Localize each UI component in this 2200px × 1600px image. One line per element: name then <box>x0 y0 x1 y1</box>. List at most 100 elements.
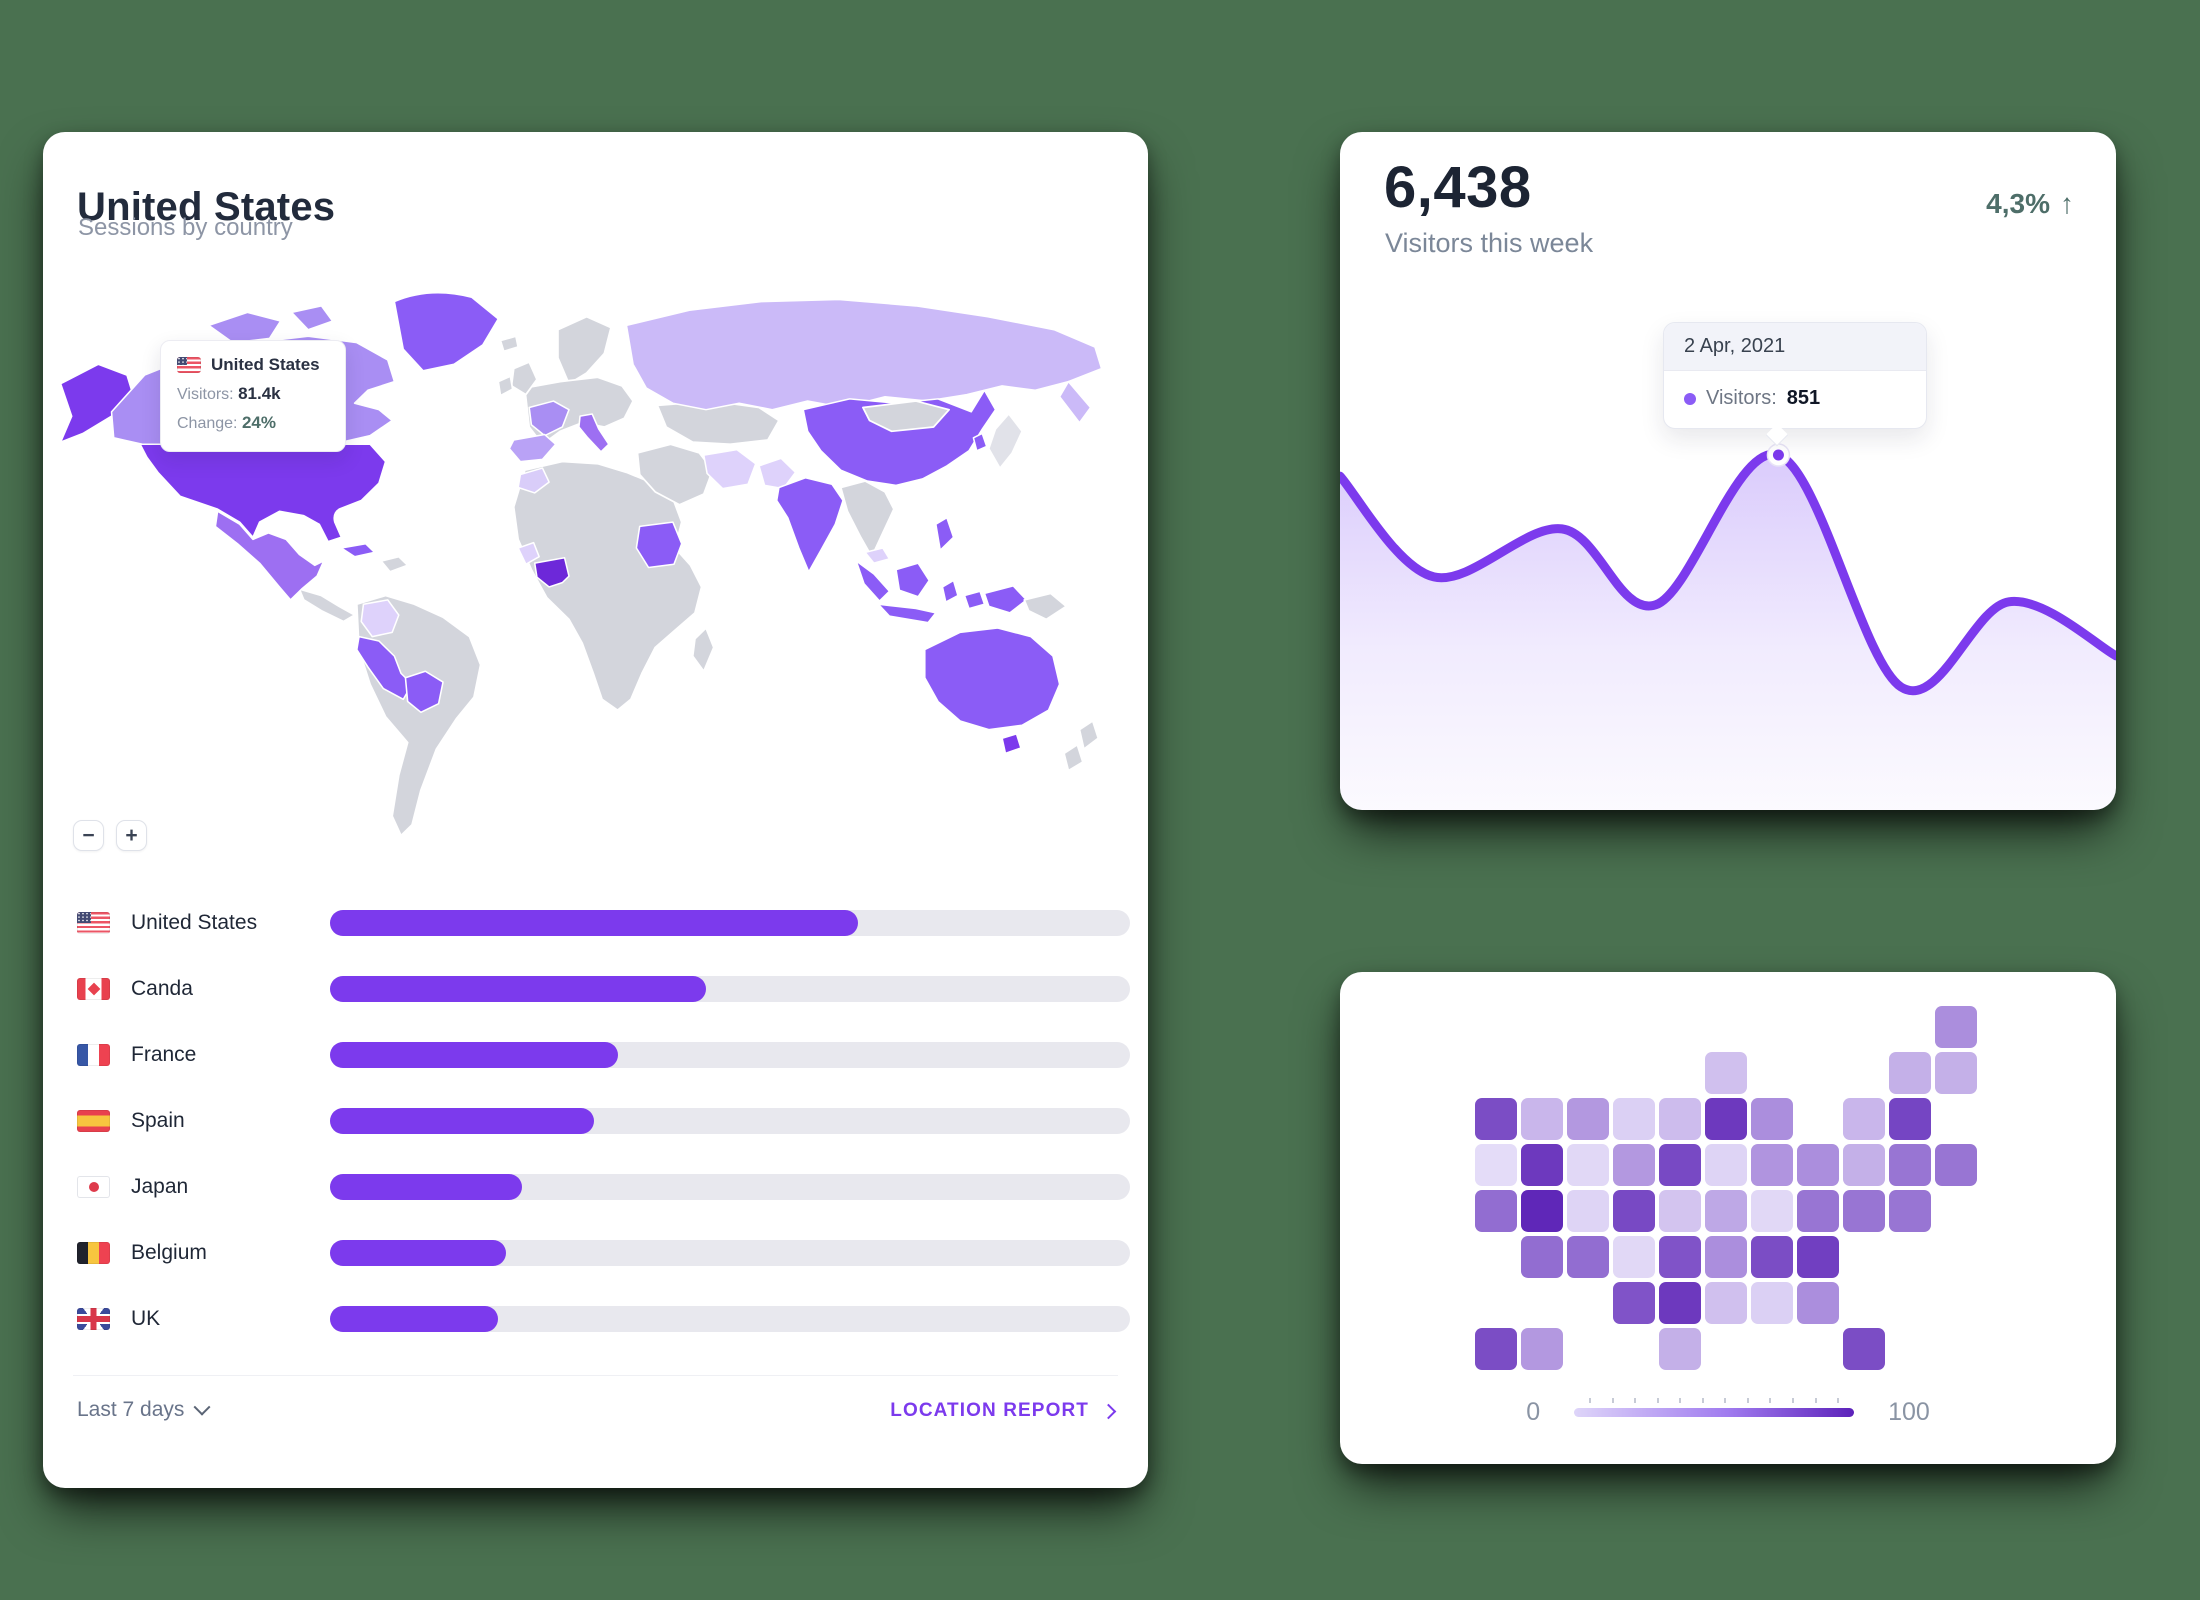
state-tile-WV[interactable] <box>1751 1190 1793 1232</box>
state-tile-OR[interactable] <box>1475 1144 1517 1186</box>
state-tile-HI[interactable] <box>1475 1328 1517 1370</box>
state-tile-NV[interactable] <box>1521 1144 1563 1186</box>
state-tile-MN[interactable] <box>1659 1098 1701 1140</box>
map-region-se-asia[interactable] <box>839 480 895 558</box>
map-country-france[interactable] <box>528 400 570 437</box>
state-tile-ND[interactable] <box>1613 1098 1655 1140</box>
state-tile-UT[interactable] <box>1521 1190 1563 1232</box>
state-tile-MD[interactable] <box>1843 1190 1885 1232</box>
map-country-australia[interactable] <box>924 627 1061 731</box>
map-country-spain[interactable] <box>508 433 557 463</box>
visitors-area-chart[interactable] <box>1340 439 2116 810</box>
map-region-central-america[interactable] <box>298 588 356 623</box>
date-range-dropdown[interactable]: Last 7 days <box>77 1398 211 1422</box>
map-region-madagascar[interactable] <box>691 627 715 673</box>
map-country-greenland[interactable] <box>393 292 500 372</box>
state-tile-MO[interactable] <box>1659 1190 1701 1232</box>
state-tile-NC[interactable] <box>1751 1236 1793 1278</box>
map-region-iceland[interactable] <box>499 335 520 353</box>
map-country-mexico[interactable] <box>214 510 325 601</box>
map-country-ivory-coast-ghana[interactable] <box>533 557 570 588</box>
state-tile-AL[interactable] <box>1751 1282 1793 1324</box>
state-tile-KY[interactable] <box>1705 1190 1747 1232</box>
state-tile-MA[interactable] <box>1889 1098 1931 1140</box>
state-tile-TX[interactable] <box>1659 1328 1701 1370</box>
map-country-china[interactable] <box>802 389 997 487</box>
map-country-philippines[interactable] <box>935 517 955 551</box>
map-country-malaysia[interactable] <box>864 547 891 564</box>
state-tile-CT[interactable] <box>1889 1144 1931 1186</box>
map-region-ireland[interactable] <box>497 375 514 397</box>
state-tile-WY[interactable] <box>1567 1144 1609 1186</box>
state-tile-VA[interactable] <box>1797 1190 1839 1232</box>
state-tile-NE[interactable] <box>1613 1190 1655 1232</box>
map-region-papua-east[interactable] <box>1023 592 1068 621</box>
tooltip-country: United States <box>211 355 320 374</box>
state-tile-KS[interactable] <box>1613 1236 1655 1278</box>
us-choropleth-map[interactable] <box>1475 1006 1981 1374</box>
map-country-canada-arctic-islands[interactable] <box>207 305 334 344</box>
zoom-in-button[interactable]: + <box>116 820 147 851</box>
state-tile-IN[interactable] <box>1705 1144 1747 1186</box>
map-country-tasmania[interactable] <box>1001 733 1022 755</box>
map-region-caribbean[interactable] <box>380 555 409 573</box>
map-zoom-controls: − + <box>73 820 147 851</box>
state-tile-FL[interactable] <box>1843 1328 1885 1370</box>
state-tile-WA[interactable] <box>1475 1098 1517 1140</box>
map-country-indonesia[interactable] <box>855 560 986 624</box>
map-country-bolivia[interactable] <box>404 670 444 714</box>
state-tile-MT[interactable] <box>1567 1098 1609 1140</box>
state-tile-DE[interactable] <box>1889 1190 1931 1232</box>
state-tile-RI[interactable] <box>1935 1144 1977 1186</box>
state-tile-AZ[interactable] <box>1521 1236 1563 1278</box>
state-tile-NY[interactable] <box>1843 1098 1885 1140</box>
state-tile-CA[interactable] <box>1475 1190 1517 1232</box>
state-tile-MI[interactable] <box>1751 1098 1793 1140</box>
state-tile-SD[interactable] <box>1613 1144 1655 1186</box>
state-tile-SC[interactable] <box>1797 1236 1839 1278</box>
map-country-iran[interactable] <box>703 448 757 490</box>
map-region-scandinavia[interactable] <box>557 315 612 385</box>
map-country-morocco[interactable] <box>517 467 550 494</box>
world-map[interactable]: United States Visitors: 81.4k Change: 24… <box>43 280 1148 851</box>
state-tile-PA[interactable] <box>1797 1144 1839 1186</box>
map-region-mongolia[interactable] <box>862 400 950 433</box>
map-region-new-zealand[interactable] <box>1063 720 1100 772</box>
country-label: Spain <box>131 1109 185 1132</box>
map-country-pakistan[interactable] <box>758 457 797 490</box>
state-tile-MS[interactable] <box>1705 1282 1747 1324</box>
zoom-out-button[interactable]: − <box>73 820 104 851</box>
state-tile-LA[interactable] <box>1659 1282 1701 1324</box>
state-tile-AR[interactable] <box>1659 1236 1701 1278</box>
map-country-italy[interactable] <box>578 413 610 453</box>
state-tile-NH[interactable] <box>1935 1052 1977 1094</box>
map-country-south-korea[interactable] <box>972 432 988 452</box>
location-report-link[interactable]: LOCATION REPORT <box>890 1400 1117 1422</box>
state-tile-OK[interactable] <box>1613 1282 1655 1324</box>
map-region-middle-east[interactable] <box>636 443 714 506</box>
map-country-papua-west[interactable] <box>983 585 1028 614</box>
state-tile-TN[interactable] <box>1705 1236 1747 1278</box>
state-tile-VT[interactable] <box>1889 1052 1931 1094</box>
state-tile-NM[interactable] <box>1567 1236 1609 1278</box>
state-tile-ID[interactable] <box>1521 1098 1563 1140</box>
state-tile-OH[interactable] <box>1751 1144 1793 1186</box>
state-tile-IA[interactable] <box>1659 1144 1701 1186</box>
state-tile-GA[interactable] <box>1797 1282 1839 1324</box>
state-tile-WI[interactable] <box>1705 1052 1747 1094</box>
map-region-japan[interactable] <box>988 413 1023 469</box>
map-country-cuba[interactable] <box>340 542 376 558</box>
tooltip-visitors-row: Visitors: 81.4k <box>177 384 281 403</box>
state-tile-IL[interactable] <box>1705 1098 1747 1140</box>
state-tile-NJ[interactable] <box>1843 1144 1885 1186</box>
highlight-dot <box>1772 449 1784 461</box>
map-country-india[interactable] <box>775 477 844 573</box>
map-country-sudan[interactable] <box>635 521 683 569</box>
map-country-colombia[interactable] <box>360 599 400 638</box>
state-tile-CO[interactable] <box>1567 1190 1609 1232</box>
state-tile-AK[interactable] <box>1521 1328 1563 1370</box>
map-country-united-states[interactable] <box>139 443 387 543</box>
state-tile-ME[interactable] <box>1935 1006 1977 1048</box>
tooltip-date: 2 Apr, 2021 <box>1664 323 1926 371</box>
map-country-guinea[interactable] <box>517 541 540 565</box>
